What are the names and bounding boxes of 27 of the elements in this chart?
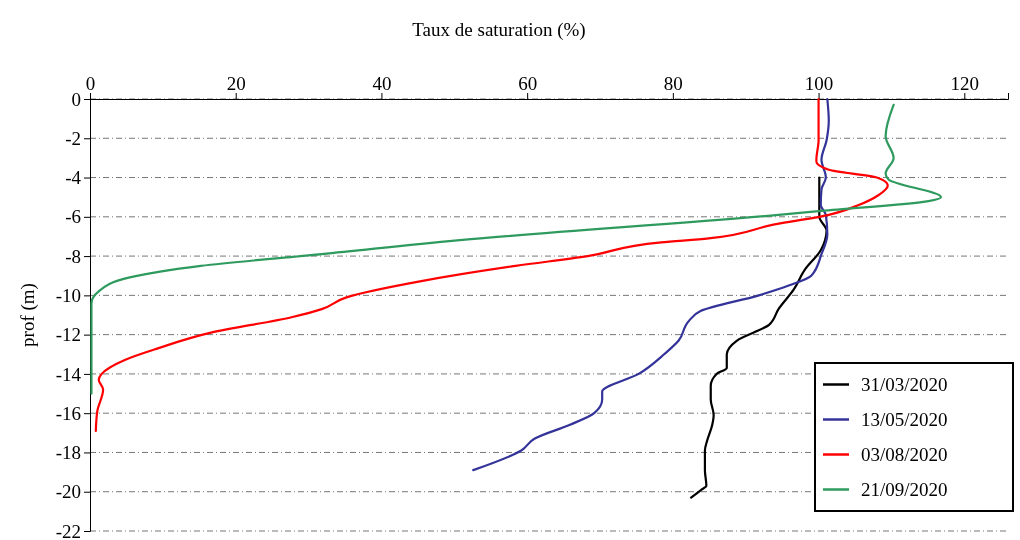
y-axis-title: prof (m) <box>17 283 39 347</box>
y-tick-label: -14 <box>55 363 82 385</box>
line-series <box>689 176 828 499</box>
y-tick-label: -2 <box>65 127 81 149</box>
x-tick-label: 120 <box>950 73 980 94</box>
y-tick-label: -8 <box>65 245 81 267</box>
y-tick-label: -10 <box>55 284 81 306</box>
y-tick-label: -4 <box>65 167 82 189</box>
y-tick-label: -6 <box>65 206 81 228</box>
x-tick-label: 0 <box>85 73 96 94</box>
x-tick-label: 100 <box>804 73 834 94</box>
y-tick-label: 0 <box>71 88 81 110</box>
y-tick-label: -22 <box>55 520 81 540</box>
y-tick-label: -16 <box>55 402 81 424</box>
legend-label: 31/03/2020 <box>861 373 948 395</box>
x-tick-label: 20 <box>226 73 246 94</box>
y-tick-label: -18 <box>55 442 81 464</box>
legend-label: 21/09/2020 <box>861 478 948 500</box>
legend-label: 13/05/2020 <box>861 408 948 430</box>
y-tick-label: -12 <box>55 324 81 346</box>
x-tick-label: 80 <box>663 73 683 94</box>
y-tick-label: -20 <box>55 481 81 503</box>
legend-label: 03/08/2020 <box>861 443 948 465</box>
x-axis-title: Taux de saturation (%) <box>412 19 586 41</box>
x-tick-label: 60 <box>518 73 538 94</box>
line-series <box>472 97 830 472</box>
x-tick-label: 40 <box>372 73 392 94</box>
